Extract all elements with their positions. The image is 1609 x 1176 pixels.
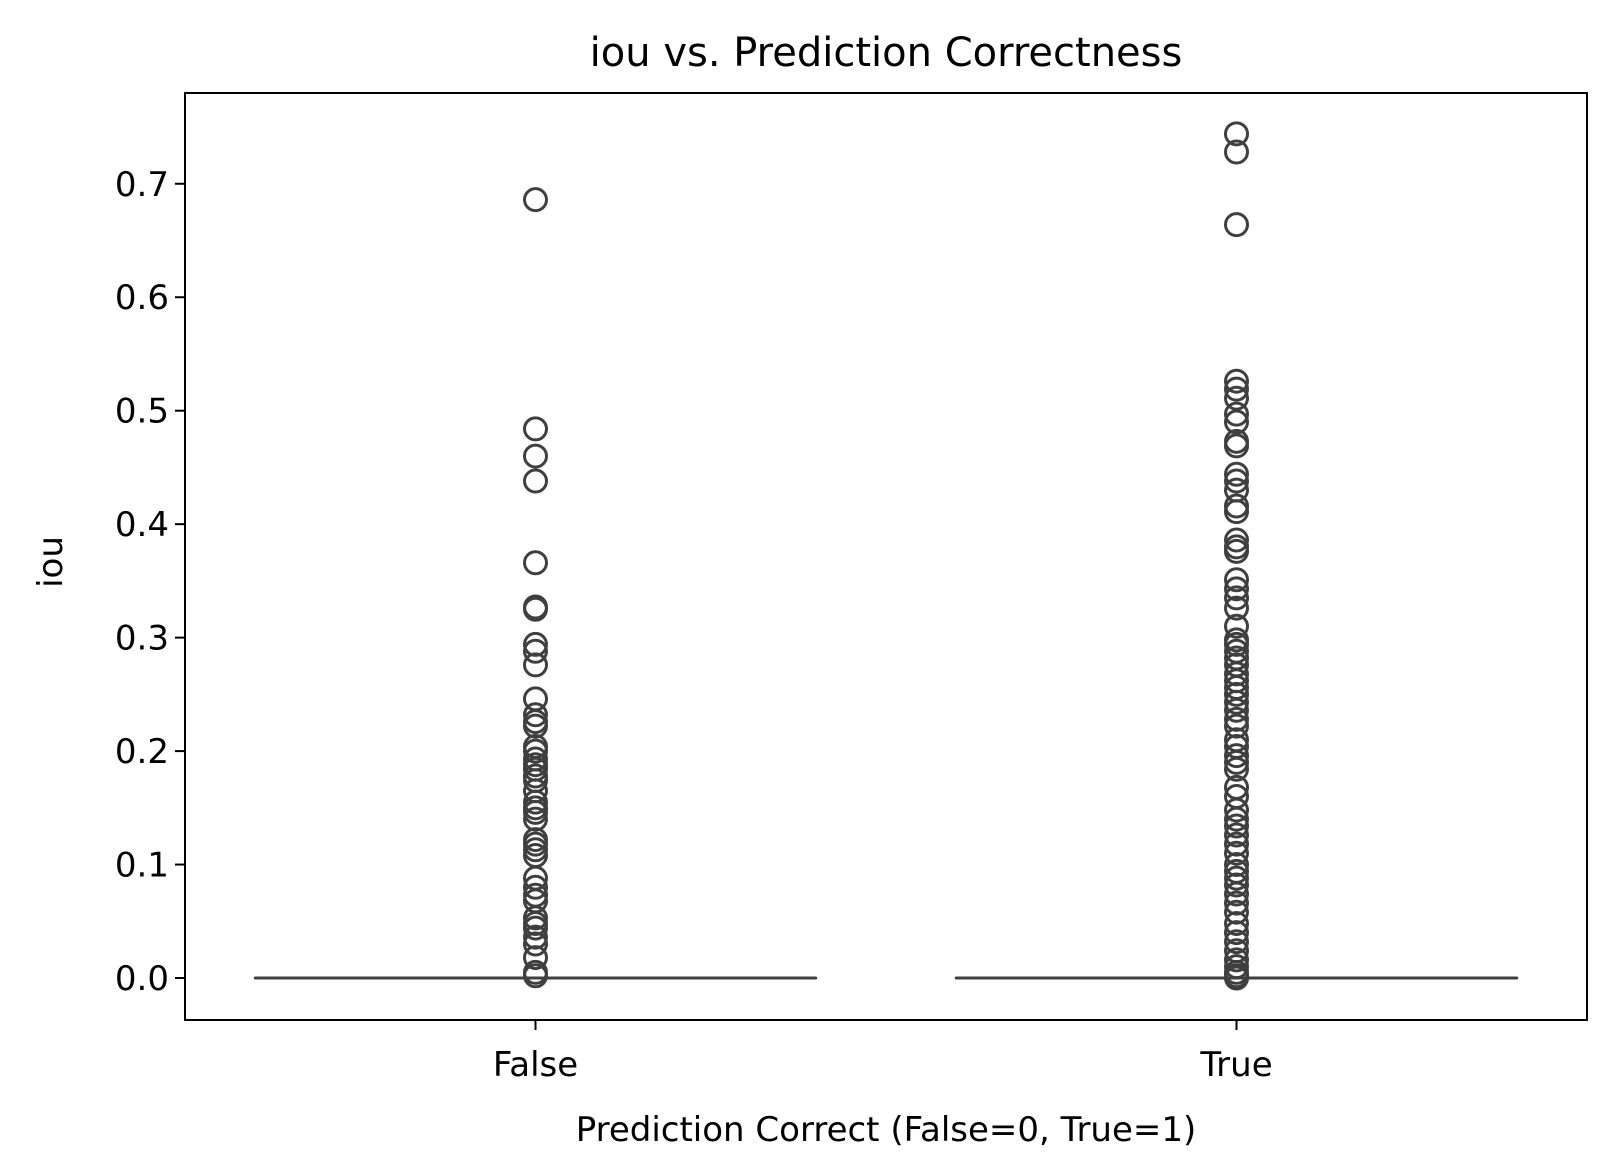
x-tick-label: False bbox=[493, 1045, 578, 1085]
outlier-point bbox=[1224, 212, 1249, 238]
outlier-point bbox=[1224, 881, 1249, 907]
y-tick-label: 0.4 bbox=[115, 505, 169, 545]
x-axis-label: Prediction Correct (False=0, True=1) bbox=[576, 1110, 1197, 1150]
outlier-point bbox=[1224, 965, 1249, 991]
outlier-point bbox=[1224, 697, 1249, 723]
outlier-point bbox=[1224, 797, 1249, 823]
outlier-point bbox=[523, 924, 548, 950]
outlier-point bbox=[1224, 461, 1249, 487]
outlier-point bbox=[1224, 713, 1249, 739]
outlier-point bbox=[523, 806, 548, 832]
outlier-point bbox=[1224, 749, 1249, 775]
outlier-point bbox=[523, 915, 548, 941]
outlier-point bbox=[523, 963, 548, 989]
outlier-point bbox=[1224, 385, 1249, 411]
outlier-point bbox=[1224, 681, 1249, 707]
outlier-point bbox=[1224, 538, 1249, 564]
outlier-point bbox=[1224, 139, 1249, 165]
x-axis: False True bbox=[493, 1020, 1273, 1085]
outlier-point bbox=[523, 638, 548, 664]
y-axis: 0.0 0.1 0.2 0.3 0.4 0.5 0.6 0.7 bbox=[115, 165, 185, 999]
y-tick-label: 0.3 bbox=[115, 619, 169, 659]
outlier-point bbox=[1224, 527, 1249, 553]
outlier-point bbox=[523, 713, 548, 739]
outlier-point bbox=[1224, 890, 1249, 916]
outlier-point bbox=[523, 652, 548, 678]
outlier-point bbox=[1224, 929, 1249, 955]
outlier-point bbox=[1224, 585, 1249, 611]
outlier-point bbox=[1224, 911, 1249, 937]
outlier-point bbox=[523, 443, 548, 469]
outlier-point bbox=[1224, 865, 1249, 891]
outlier-point bbox=[1224, 409, 1249, 435]
plot-content bbox=[253, 121, 1519, 991]
outlier-point bbox=[1224, 631, 1249, 657]
y-tick-label: 0.7 bbox=[115, 165, 169, 205]
outlier-point bbox=[1224, 595, 1249, 621]
outlier-point bbox=[1224, 689, 1249, 715]
outlier-point bbox=[1224, 822, 1249, 848]
y-axis-label: iou bbox=[31, 536, 71, 588]
plot-frame bbox=[184, 92, 1588, 1021]
outlier-point bbox=[523, 550, 548, 576]
outlier-point bbox=[1224, 831, 1249, 857]
outlier-point bbox=[1224, 576, 1249, 602]
y-tick-label: 0.1 bbox=[115, 846, 169, 886]
outlier-point bbox=[1224, 806, 1249, 832]
y-tick-label: 0.6 bbox=[115, 278, 169, 318]
outlier-point bbox=[1224, 468, 1249, 494]
outlier-point bbox=[1224, 401, 1249, 427]
y-tick-label: 0.5 bbox=[115, 392, 169, 432]
outlier-point bbox=[1224, 813, 1249, 839]
outlier-point bbox=[523, 596, 548, 622]
outlier-point bbox=[1224, 433, 1249, 459]
outlier-point bbox=[1224, 947, 1249, 973]
outlier-point bbox=[1224, 121, 1249, 147]
outlier-point bbox=[1224, 899, 1249, 925]
outlier-point bbox=[1224, 872, 1249, 898]
outlier-point bbox=[523, 416, 548, 442]
outlier-point bbox=[1224, 706, 1249, 732]
outlier-point bbox=[523, 187, 548, 213]
outlier-point bbox=[523, 631, 548, 657]
outlier-point bbox=[523, 738, 548, 764]
outlier-point bbox=[1224, 368, 1249, 394]
outlier-point bbox=[1224, 743, 1249, 769]
chart-title: iou vs. Prediction Correctness bbox=[590, 30, 1183, 76]
outlier-point bbox=[1224, 756, 1249, 782]
outlier-point bbox=[523, 931, 548, 957]
outlier-point bbox=[1224, 840, 1249, 866]
outlier-point bbox=[523, 945, 548, 971]
outlier-point bbox=[1224, 499, 1249, 525]
outlier-point bbox=[523, 468, 548, 494]
y-tick-label: 0.2 bbox=[115, 732, 169, 772]
outlier-point bbox=[1224, 920, 1249, 946]
outlier-point bbox=[1224, 613, 1249, 639]
outlier-point bbox=[523, 702, 548, 728]
x-tick-label: True bbox=[1199, 1045, 1272, 1085]
y-tick-label: 0.0 bbox=[115, 959, 169, 999]
outlier-point bbox=[1224, 852, 1249, 878]
outlier-point bbox=[1224, 376, 1249, 402]
outlier-point bbox=[1224, 661, 1249, 687]
outlier-point bbox=[523, 874, 548, 900]
outlier-point bbox=[1224, 567, 1249, 593]
outlier-point bbox=[523, 799, 548, 825]
